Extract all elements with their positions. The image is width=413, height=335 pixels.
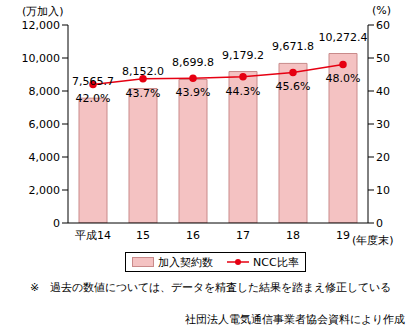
svg-text:15: 15: [136, 229, 150, 242]
svg-text:8,000: 8,000: [29, 85, 61, 98]
svg-text:2,000: 2,000: [29, 184, 61, 197]
html-text:(年度末): (年度末): [352, 234, 394, 247]
html-text:社団法人電気通信事業者協会資料により作成: 社団法人電気通信事業者協会資料により作成: [185, 313, 405, 326]
svg-text:12,000: 12,000: [22, 19, 61, 32]
html-text:加入契約数: 加入契約数: [158, 255, 213, 269]
svg-text:44.3%: 44.3%: [226, 85, 261, 98]
svg-text:6,000: 6,000: [29, 118, 61, 131]
svg-text:17: 17: [236, 229, 250, 242]
html-text:※ 過去の数値については、データを精査した結果を踏まえ修正し: ※ 過去の数値については、データを精査した結果を踏まえ修正している: [30, 281, 392, 294]
svg-text:0: 0: [53, 217, 60, 230]
svg-text:43.9%: 43.9%: [176, 86, 211, 99]
svg-text:10: 10: [376, 184, 390, 197]
html-text:NCC比率: NCC比率: [253, 255, 299, 269]
svg-text:18: 18: [286, 229, 300, 242]
svg-text:10,272.4: 10,272.4: [319, 31, 368, 44]
svg-text:0: 0: [376, 217, 383, 230]
svg-text:8,152.0: 8,152.0: [122, 65, 164, 78]
svg-text:30: 30: [376, 118, 390, 131]
svg-text:10,000: 10,000: [22, 52, 61, 65]
svg-text:60: 60: [376, 19, 390, 32]
svg-text:45.6%: 45.6%: [276, 80, 311, 93]
svg-text:9,179.2: 9,179.2: [222, 49, 264, 62]
svg-text:43.7%: 43.7%: [126, 87, 161, 100]
html-text:(万加入): (万加入): [22, 5, 64, 18]
svg-text:8,699.8: 8,699.8: [172, 56, 214, 69]
svg-text:42.0%: 42.0%: [76, 92, 111, 105]
svg-text:50: 50: [376, 52, 390, 65]
svg-text:4,000: 4,000: [29, 151, 61, 164]
svg-text:9,671.8: 9,671.8: [272, 40, 314, 53]
svg-text:平成14: 平成14: [75, 229, 111, 242]
svg-text:7,565.7: 7,565.7: [72, 75, 114, 88]
svg-text:19: 19: [336, 229, 350, 242]
svg-text:20: 20: [376, 151, 390, 164]
svg-text:16: 16: [186, 229, 200, 242]
svg-text:40: 40: [376, 85, 390, 98]
svg-text:48.0%: 48.0%: [326, 72, 361, 85]
